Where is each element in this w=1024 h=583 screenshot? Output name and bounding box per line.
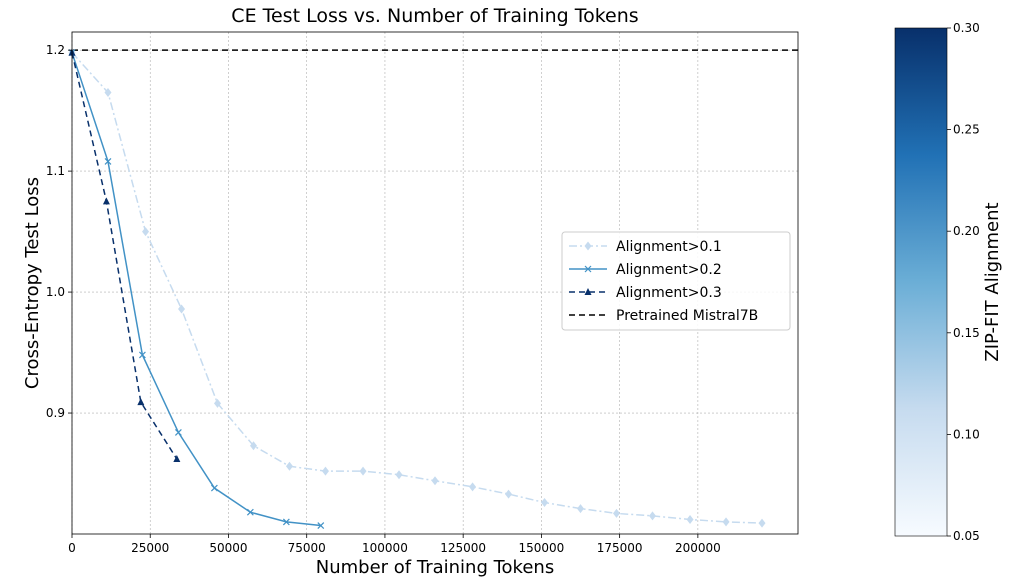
x-tick-label: 125000 — [440, 541, 486, 555]
marker-stroke — [210, 484, 218, 492]
data-point — [584, 241, 592, 251]
data-point — [317, 522, 325, 529]
colorbar-tick-label: 0.15 — [953, 326, 980, 340]
colorbar-tick-label: 0.30 — [953, 21, 980, 35]
data-point — [584, 288, 592, 295]
y-axis-title: Cross-Entropy Test Loss — [22, 177, 43, 389]
x-tick-label: 200000 — [675, 541, 721, 555]
series-alignment-0-3 — [68, 48, 181, 463]
y-tick-label: 1.1 — [46, 164, 65, 178]
series-line — [71, 52, 763, 524]
y-tick-label: 1.2 — [46, 43, 65, 57]
legend-label: Alignment>0.3 — [616, 285, 722, 301]
series-line — [71, 52, 321, 527]
series-alignment-0-2 — [68, 49, 325, 529]
marker-stroke — [246, 508, 254, 516]
data-point — [505, 489, 513, 499]
data-point — [214, 398, 222, 408]
colorbar-tick-label: 0.25 — [953, 123, 980, 137]
data-point — [250, 441, 257, 451]
data-point — [178, 304, 186, 314]
x-tick-label: 100000 — [362, 541, 408, 555]
data-point — [138, 351, 146, 359]
colorbar: 0.05 0.10 0.15 0.20 0.25 0.30 — [894, 21, 980, 543]
marker-stroke — [174, 428, 182, 436]
colorbar-tick-label: 0.05 — [953, 529, 980, 543]
data-point — [359, 466, 367, 476]
x-tick-label: 0 — [68, 541, 76, 555]
data-point — [104, 158, 112, 165]
colorbar-title: ZIP-FIT Alignment — [982, 202, 1003, 361]
data-point — [246, 508, 254, 516]
data-point — [584, 265, 592, 273]
legend-box — [561, 231, 791, 331]
data-point — [174, 428, 182, 436]
x-tick-label: 175000 — [597, 541, 643, 555]
data-point — [285, 461, 293, 471]
x-axis: 0 25000 50000 75000 100000 125000 150000 175000… — [68, 534, 721, 555]
marker-stroke — [317, 522, 325, 529]
data-point — [469, 482, 477, 492]
data-point — [137, 398, 145, 406]
x-tick-label: 50000 — [209, 541, 247, 555]
data-point — [102, 197, 110, 205]
colorbar-tick-label: 0.10 — [953, 427, 980, 441]
legend-label: Alignment>0.1 — [616, 239, 722, 255]
y-tick-label: 0.9 — [46, 406, 65, 420]
data-point — [758, 518, 766, 528]
y-axis: 0.9 1.0 1.1 1.2 — [46, 43, 72, 420]
plot-frame — [71, 31, 799, 535]
x-tick-label: 75000 — [288, 541, 326, 555]
x-tick-label: 25000 — [131, 541, 169, 555]
data-point — [321, 466, 329, 476]
data-point — [210, 484, 218, 492]
series-group — [68, 48, 766, 529]
data-point — [173, 455, 181, 463]
data-point — [395, 470, 403, 480]
legend-label: Alignment>0.2 — [616, 262, 722, 278]
data-point — [142, 227, 150, 237]
y-tick-label: 1.0 — [46, 285, 65, 299]
data-point — [686, 514, 694, 524]
marker-stroke — [138, 351, 146, 359]
marker-stroke — [584, 265, 592, 273]
data-point — [722, 517, 730, 527]
series-line — [71, 52, 178, 460]
data-point — [613, 508, 620, 518]
x-axis-title: Number of Training Tokens — [316, 557, 554, 578]
colorbar-gradient — [894, 27, 948, 537]
marker-stroke — [104, 158, 112, 165]
data-point — [577, 504, 585, 514]
data-point — [648, 511, 656, 521]
legend: Alignment>0.1 Alignment>0.2 Alignment>0.3 P… — [561, 231, 791, 331]
x-tick-label: 150000 — [518, 541, 564, 555]
colorbar-tick-label: 0.20 — [953, 224, 980, 238]
data-point — [431, 476, 439, 486]
data-point — [282, 518, 290, 526]
legend-label: Pretrained Mistral7B — [616, 308, 758, 324]
data-point — [104, 87, 112, 97]
chart-title: CE Test Loss vs. Number of Training Toke… — [231, 5, 638, 27]
data-point — [541, 498, 549, 508]
marker-stroke — [282, 518, 290, 526]
